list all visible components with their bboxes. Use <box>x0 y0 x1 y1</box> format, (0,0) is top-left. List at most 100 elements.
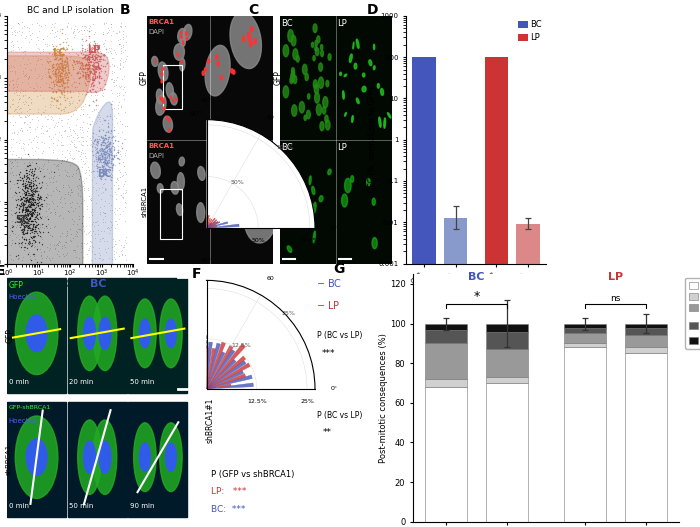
Point <box>56 63 67 71</box>
Point <box>92 154 104 162</box>
Point <box>68 207 79 216</box>
Point <box>92 52 103 61</box>
Point <box>12 80 23 89</box>
Bar <box>206 225 208 228</box>
Point <box>27 190 38 198</box>
Point <box>103 119 114 127</box>
Point <box>15 173 26 182</box>
Point <box>15 215 26 223</box>
Circle shape <box>313 24 317 33</box>
Text: F: F <box>192 267 201 280</box>
Point <box>88 73 99 82</box>
Point <box>59 83 70 92</box>
Point <box>98 126 109 134</box>
Point <box>71 253 82 262</box>
Point <box>14 202 25 211</box>
Point <box>35 200 46 208</box>
Bar <box>425 387 468 522</box>
Point <box>62 70 73 79</box>
Point <box>78 22 90 31</box>
Point <box>90 68 101 76</box>
Point <box>24 198 35 206</box>
Point <box>113 136 124 145</box>
Point <box>20 197 31 205</box>
Circle shape <box>204 67 206 72</box>
Point <box>108 154 119 162</box>
Point <box>29 227 41 235</box>
Point <box>88 44 99 52</box>
Point <box>88 167 99 175</box>
Point <box>106 206 117 214</box>
Point <box>43 66 54 75</box>
Point <box>93 146 104 154</box>
Point <box>112 109 123 118</box>
Point <box>48 95 60 103</box>
Point <box>99 164 111 173</box>
Point <box>70 103 81 111</box>
Point <box>82 77 93 85</box>
Point <box>50 88 62 96</box>
Point <box>22 101 33 110</box>
Point <box>114 89 125 97</box>
Point <box>87 62 98 71</box>
Point <box>104 145 116 153</box>
Point <box>32 33 43 41</box>
Point <box>8 56 20 64</box>
Point <box>98 19 109 28</box>
Circle shape <box>186 33 187 36</box>
Point <box>91 138 102 146</box>
Point <box>67 133 78 142</box>
Point <box>100 134 111 142</box>
Point <box>23 182 34 191</box>
Point <box>87 142 98 150</box>
Point <box>96 141 107 149</box>
Point <box>92 64 104 72</box>
Point <box>57 155 68 164</box>
Point <box>84 45 95 54</box>
Point <box>60 95 71 104</box>
Bar <box>68 278 127 393</box>
Point <box>106 151 117 160</box>
Point <box>75 25 86 34</box>
Point <box>87 75 98 83</box>
Point <box>27 205 38 213</box>
Point <box>64 49 75 57</box>
Point <box>10 118 21 126</box>
Point <box>25 178 36 187</box>
Point <box>60 61 71 70</box>
Point <box>55 88 66 96</box>
Point <box>104 62 116 70</box>
Point <box>27 236 38 244</box>
Point <box>37 147 48 155</box>
Point <box>99 150 110 158</box>
Point <box>6 210 17 218</box>
Point <box>17 184 28 193</box>
Point <box>102 141 113 150</box>
Circle shape <box>163 107 165 110</box>
Circle shape <box>162 67 164 70</box>
Circle shape <box>291 70 295 77</box>
Point <box>13 195 24 203</box>
Point <box>106 192 118 200</box>
Point <box>47 139 58 147</box>
Point <box>84 56 95 64</box>
Point <box>99 139 111 147</box>
Point <box>74 175 85 183</box>
Bar <box>206 218 207 228</box>
Point <box>91 148 102 156</box>
Point <box>52 75 64 84</box>
Point <box>41 32 52 41</box>
Point <box>85 196 96 204</box>
Point <box>76 219 88 227</box>
Point <box>99 186 111 194</box>
Point <box>61 170 72 179</box>
Point <box>60 54 71 62</box>
Point <box>22 222 34 230</box>
Point <box>106 75 118 83</box>
Point <box>90 52 101 60</box>
Ellipse shape <box>0 160 83 527</box>
Point <box>18 205 29 213</box>
Text: 100%: 100% <box>276 145 294 150</box>
Point <box>54 70 65 79</box>
Point <box>118 243 129 252</box>
